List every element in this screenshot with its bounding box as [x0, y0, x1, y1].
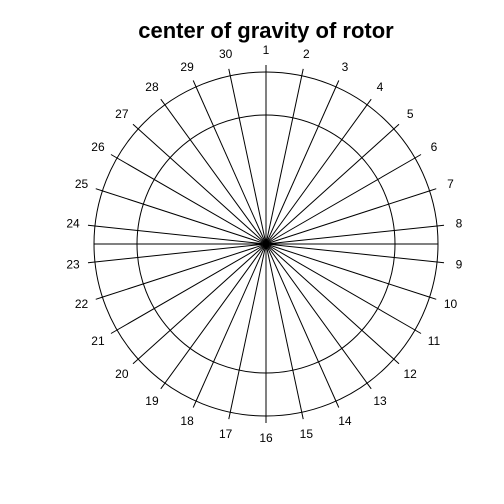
spoke-28	[164, 104, 267, 245]
spoke-7	[265, 190, 430, 245]
chart-title: center of gravity of rotor	[138, 18, 394, 43]
tick-label-23: 23	[66, 257, 80, 271]
spoke-11	[265, 243, 416, 331]
tick-25	[95, 188, 103, 192]
tick-labels: 1 234567891011121314151617181920212223242…	[66, 43, 462, 445]
spoke-20	[137, 243, 267, 360]
tick-label-11: 11	[428, 334, 441, 348]
tick-7	[429, 188, 437, 192]
tick-24	[87, 224, 95, 227]
tick-29	[192, 80, 197, 88]
tick-20	[132, 358, 139, 365]
spoke-12	[265, 243, 395, 360]
tick-22	[95, 296, 103, 300]
tick-label-7: 7	[447, 177, 454, 191]
tick-26	[110, 154, 118, 159]
spoke-26	[116, 157, 267, 245]
spokes	[94, 72, 438, 416]
spoke-25	[102, 190, 267, 245]
spoke-17	[229, 243, 267, 413]
tick-13	[366, 382, 372, 390]
spoke-14	[265, 243, 337, 402]
tick-label-2: 2	[303, 47, 310, 61]
ticks	[87, 65, 445, 423]
spoke-22	[102, 243, 267, 298]
tick-label-22: 22	[75, 297, 89, 311]
tick-19	[160, 382, 166, 390]
spoke-24	[94, 225, 267, 245]
tick-label-30: 30	[219, 47, 233, 61]
tick-23	[87, 261, 95, 264]
tick-label-12: 12	[403, 367, 417, 381]
tick-label-24: 24	[66, 217, 80, 231]
spoke-6	[265, 157, 416, 245]
tick-label-27: 27	[115, 107, 129, 121]
tick-10	[429, 296, 437, 300]
tick-label-25: 25	[75, 177, 89, 191]
tick-18	[192, 400, 197, 408]
tick-2	[301, 68, 304, 76]
tick-label-9: 9	[456, 257, 463, 271]
tick-label-29: 29	[180, 60, 194, 74]
spoke-3	[265, 86, 337, 245]
spoke-29	[195, 86, 267, 245]
spoke-21	[116, 243, 267, 331]
tick-label-16: 16	[259, 431, 273, 445]
tick-label-17: 17	[219, 427, 233, 441]
spoke-13	[265, 243, 368, 384]
tick-9	[437, 261, 445, 264]
tick-label-6: 6	[431, 140, 438, 154]
tick-label-21: 21	[91, 334, 105, 348]
tick-30	[228, 68, 231, 76]
tick-21	[110, 329, 118, 334]
spoke-30	[229, 75, 267, 245]
tick-label-8: 8	[456, 217, 463, 231]
spoke-23	[94, 243, 267, 263]
spoke-15	[265, 243, 303, 413]
tick-label-10: 10	[444, 297, 458, 311]
tick-label-18: 18	[180, 414, 194, 428]
tick-label-19: 19	[145, 394, 159, 408]
tick-label-3: 3	[342, 60, 349, 74]
spoke-5	[265, 128, 395, 245]
tick-label-13: 13	[373, 394, 387, 408]
tick-label-1: 1	[263, 43, 270, 57]
spoke-18	[195, 243, 267, 402]
spoke-9	[265, 243, 438, 263]
tick-label-26: 26	[91, 140, 105, 154]
tick-12	[393, 358, 400, 365]
spoke-19	[164, 243, 267, 384]
tick-4	[366, 98, 372, 106]
tick-27	[132, 123, 139, 130]
spoke-8	[265, 225, 438, 245]
tick-14	[335, 400, 340, 408]
tick-3	[335, 80, 340, 88]
tick-28	[160, 98, 166, 106]
tick-6	[414, 154, 422, 159]
tick-17	[228, 412, 231, 420]
tick-label-20: 20	[115, 367, 129, 381]
tick-label-28: 28	[145, 80, 159, 94]
spoke-27	[137, 128, 267, 245]
tick-label-15: 15	[300, 427, 314, 441]
spoke-10	[265, 243, 430, 298]
tick-label-5: 5	[407, 107, 414, 121]
tick-5	[393, 123, 400, 130]
tick-label-4: 4	[377, 80, 384, 94]
tick-11	[414, 329, 422, 334]
center-hub	[263, 241, 269, 247]
tick-label-14: 14	[338, 414, 352, 428]
spoke-2	[265, 75, 303, 245]
spoke-4	[265, 104, 368, 245]
tick-15	[301, 412, 304, 420]
tick-8	[437, 224, 445, 227]
